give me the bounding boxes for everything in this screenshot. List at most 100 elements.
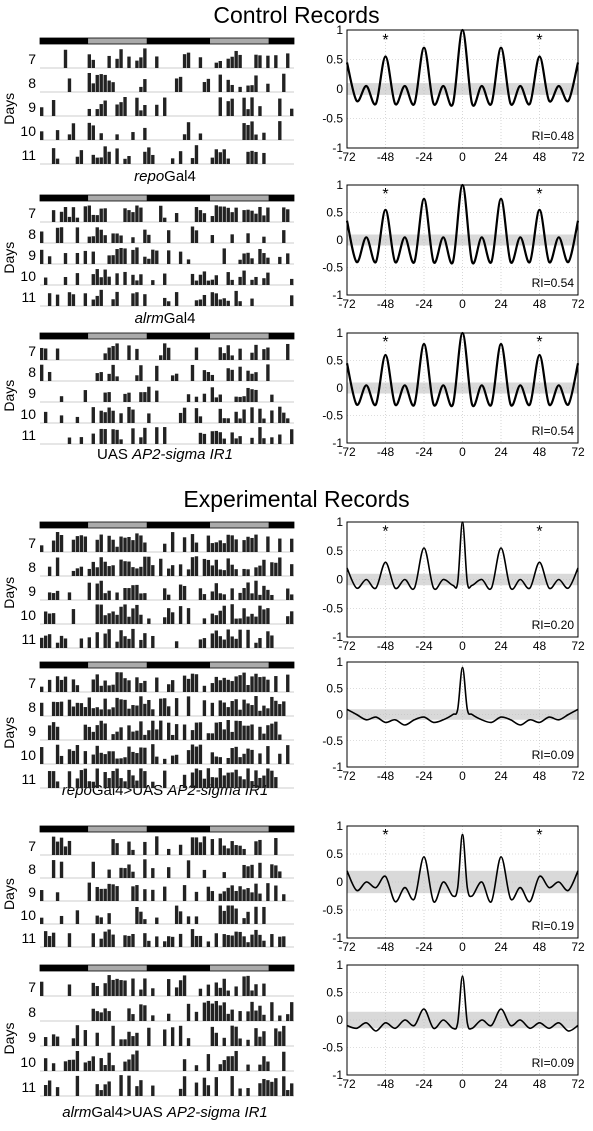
activity-bar: [258, 1005, 262, 1021]
activity-bar: [59, 415, 64, 423]
activity-bar: [71, 679, 76, 692]
activity-bar: [143, 79, 147, 92]
activity-bar: [87, 1060, 91, 1071]
activity-bar: [186, 394, 191, 402]
activity-bar: [139, 1080, 143, 1096]
activity-bar: [115, 758, 119, 764]
activity-bar: [131, 1036, 135, 1046]
activity-bar: [242, 936, 246, 947]
activity-bar: [274, 865, 278, 878]
y-tick-label: 0.5: [326, 681, 343, 695]
activity-bar: [59, 211, 64, 222]
light-dark-bar-segment: [146, 522, 211, 528]
activity-bar: [103, 429, 107, 444]
activity-bar: [262, 733, 266, 740]
activity-bar: [238, 675, 242, 692]
activity-bar: [174, 373, 179, 381]
day-label: 10: [20, 1054, 36, 1070]
activity-bar: [218, 893, 222, 901]
activity-bar: [282, 1076, 286, 1096]
activity-bar: [59, 635, 64, 648]
activity-bar: [99, 720, 103, 740]
activity-bar: [151, 720, 155, 740]
significance-star: *: [536, 334, 542, 351]
activity-bar: [254, 841, 258, 855]
activity-bar: [47, 936, 52, 947]
activity-bar: [278, 434, 282, 444]
activity-bar: [246, 1011, 250, 1021]
activity-bar: [250, 892, 254, 901]
activity-bar: [139, 437, 143, 444]
y-tick-label: 0.5: [326, 53, 343, 67]
activity-bar: [234, 845, 238, 855]
y-tick-label: 1: [336, 326, 343, 340]
activity-bar: [127, 156, 131, 164]
activity-bar: [182, 1076, 187, 1096]
activity-bar: [250, 389, 254, 402]
activity-bar: [250, 298, 254, 306]
significance-band: [347, 83, 578, 95]
light-dark-bar-border: [39, 964, 295, 972]
activity-bar: [202, 685, 207, 692]
activity-bar: [198, 57, 203, 68]
day-label: 7: [28, 205, 36, 221]
x-tick-label: -48: [377, 769, 395, 783]
activity-bar: [262, 278, 266, 285]
activity-bar: [274, 55, 278, 68]
activity-bar: [107, 869, 111, 878]
activity-bar: [186, 860, 191, 878]
activity-bar: [139, 1004, 143, 1021]
activity-bar: [131, 849, 135, 855]
y-tick-label: 0.5: [326, 206, 343, 220]
activity-bar: [63, 638, 68, 648]
activity-bar: [99, 1090, 103, 1096]
activity-bar: [55, 532, 60, 552]
light-dark-bar-segment: [210, 826, 269, 832]
activity-bar: [210, 752, 215, 764]
autocorrelation-line: [346, 521, 579, 591]
activity-bar: [139, 392, 143, 402]
activity-bar: [143, 256, 147, 264]
y-tick-label: 0: [336, 875, 343, 889]
activity-bar: [282, 230, 286, 243]
activity-bar: [222, 298, 226, 306]
activity-bar: [107, 1011, 111, 1021]
activity-bar: [135, 568, 139, 576]
autocorrelation-line: [345, 28, 580, 107]
activity-bar: [218, 394, 222, 402]
activity-bar: [226, 58, 230, 68]
activity-bar: [71, 207, 76, 222]
activity-bar: [174, 905, 179, 924]
light-dark-bar-border: [39, 825, 295, 833]
activity-bar: [59, 837, 64, 855]
activity-bar: [194, 145, 199, 164]
activity-bar: [115, 273, 119, 285]
activity-bar: [210, 387, 215, 402]
actogram-5: [39, 661, 295, 789]
activity-bar: [47, 566, 52, 576]
activity-bar: [127, 638, 131, 648]
activity-bar: [222, 353, 226, 360]
days-axis-label: Days: [1, 242, 17, 274]
y-tick-label: 1: [336, 515, 343, 529]
activity-bar: [55, 781, 60, 788]
activity-bar: [40, 702, 44, 716]
activity-bar: [198, 744, 203, 764]
light-dark-bar-segment: [268, 195, 294, 201]
day-label: 11: [21, 289, 36, 305]
activity-bar: [103, 593, 107, 600]
x-tick-label: 0: [459, 1077, 466, 1091]
activity-bar: [206, 280, 211, 285]
activity-bar: [131, 731, 135, 740]
activity-bar: [167, 684, 171, 692]
activity-bar: [87, 122, 91, 140]
activity-bar: [250, 724, 254, 740]
activity-bar: [198, 274, 203, 285]
activity-bar: [242, 409, 246, 423]
activity-bar: [170, 375, 175, 381]
activity-bar: [51, 540, 56, 552]
y-tick-label: -1: [332, 288, 343, 302]
activity-bar: [139, 639, 143, 648]
activity-bar: [210, 633, 215, 648]
activity-bar: [254, 54, 258, 68]
